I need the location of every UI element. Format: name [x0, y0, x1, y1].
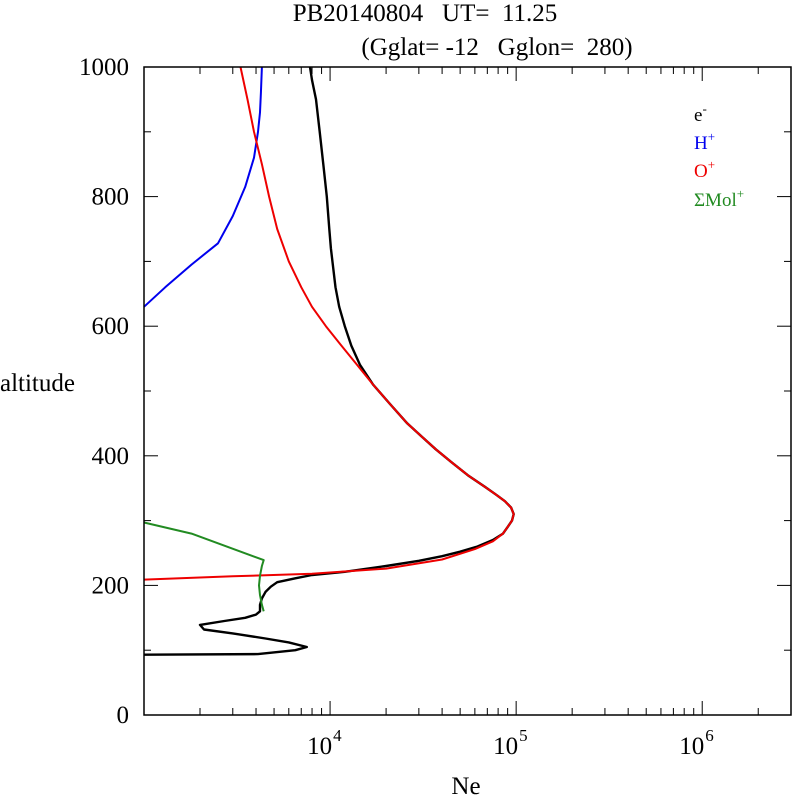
chart-title: PB20140804 UT= 11.25	[293, 0, 558, 27]
y-tick-label-0: 0	[117, 702, 130, 729]
y-axis-label: altitude	[0, 370, 75, 397]
svg-text:5: 5	[519, 726, 528, 745]
svg-text:10: 10	[493, 733, 518, 760]
x-tick-labels: 10 4 10 5 10 6	[307, 726, 714, 760]
svg-text:10: 10	[307, 733, 332, 760]
series-line-2	[143, 66, 515, 581]
y-tick-label-2: 400	[92, 443, 130, 470]
svg-text:10: 10	[679, 733, 704, 760]
plot-lines	[143, 66, 515, 656]
series-line-3	[143, 521, 265, 612]
y-tick-labels: 0 200 400 600 800 1000	[79, 54, 129, 729]
legend-entry-1: H+	[694, 129, 715, 154]
legend-entry-3: ΣMol+	[694, 186, 744, 211]
y-tick-label-3: 600	[92, 313, 130, 340]
legend: e- H+ O+ ΣMol+	[694, 101, 744, 211]
x-tick-label-1: 10 5	[493, 726, 528, 760]
series-line-1	[143, 66, 263, 308]
y-tick-label-4: 800	[92, 184, 130, 211]
legend-entry-2: O+	[694, 157, 715, 182]
x-tick-label-2: 10 6	[679, 726, 714, 760]
chart-subtitle: (Gglat= -12 Gglon= 280)	[361, 34, 632, 61]
y-tick-label-5: 1000	[79, 54, 129, 81]
svg-text:4: 4	[333, 726, 342, 745]
plot-frame	[143, 66, 792, 716]
legend-entry-0: e-	[694, 101, 707, 126]
y-tick-label-1: 200	[92, 572, 130, 599]
x-axis-label: Ne	[451, 773, 480, 796]
x-tick-label-0: 10 4	[307, 726, 342, 760]
svg-text:6: 6	[705, 726, 714, 745]
series-line-0	[143, 66, 515, 656]
